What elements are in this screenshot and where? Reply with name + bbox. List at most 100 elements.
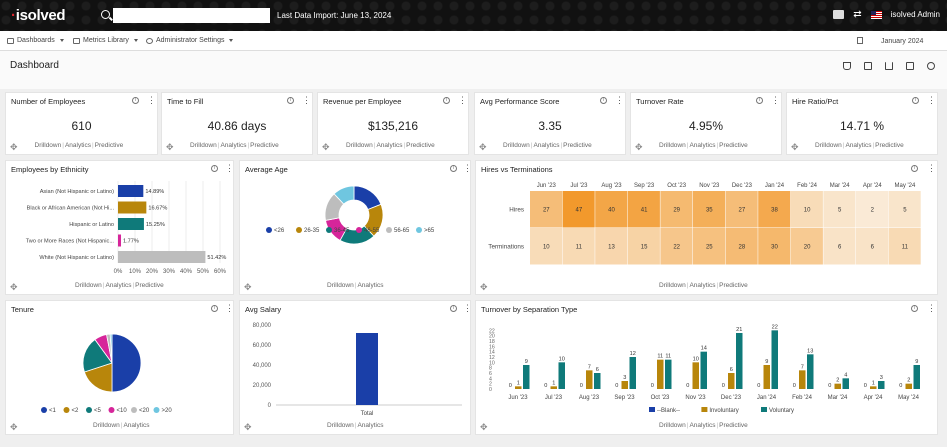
drilldown-link[interactable]: Drilldown — [190, 142, 217, 149]
logo[interactable]: ·isolved — [11, 7, 66, 24]
column-label: Jul '23 — [570, 183, 588, 189]
bar — [629, 357, 636, 389]
analytics-link[interactable]: Analytics — [64, 142, 91, 149]
filter-icon[interactable] — [843, 62, 851, 70]
heatmap-cell — [530, 191, 563, 228]
copy-icon[interactable] — [906, 62, 914, 70]
drilldown-link[interactable]: Drilldown — [815, 142, 842, 149]
analytics-link[interactable]: Analytics — [220, 142, 247, 149]
cell-value: 28 — [739, 245, 746, 251]
y-tick-label: 2 — [489, 382, 492, 388]
share-icon[interactable] — [927, 62, 935, 70]
move-icon[interactable]: ✥ — [10, 142, 18, 152]
drilldown-link[interactable]: Drilldown — [659, 422, 686, 429]
nav-dashboards[interactable]: Dashboards — [7, 37, 64, 44]
info-icon[interactable]: i — [211, 165, 218, 172]
bar-label: 14 — [701, 346, 707, 352]
more-icon[interactable]: ⋮ — [927, 95, 936, 105]
analytics-link[interactable]: Analytics — [376, 142, 403, 149]
more-icon[interactable]: ⋮ — [225, 303, 234, 313]
more-icon[interactable]: ⋮ — [458, 95, 467, 105]
more-icon[interactable]: ⋮ — [463, 163, 472, 173]
analytics-link[interactable]: Analytics — [105, 282, 132, 289]
more-icon[interactable]: ⋮ — [615, 95, 624, 105]
drilldown-link[interactable]: Drilldown — [34, 142, 62, 149]
more-icon[interactable]: ⋮ — [463, 303, 472, 313]
move-icon[interactable]: ✥ — [166, 142, 174, 152]
move-icon[interactable]: ✥ — [244, 282, 252, 292]
us-flag-icon[interactable] — [870, 10, 882, 19]
info-icon[interactable]: i — [443, 97, 450, 104]
move-icon[interactable]: ✥ — [244, 422, 252, 432]
analytics-link[interactable]: Analytics — [689, 422, 716, 429]
info-icon[interactable]: i — [287, 97, 294, 104]
search-icon[interactable] — [101, 10, 110, 19]
nav-metrics-library[interactable]: Metrics Library — [73, 37, 138, 44]
more-icon[interactable]: ⋮ — [927, 303, 936, 313]
download-icon[interactable] — [885, 62, 893, 70]
info-icon[interactable]: i — [211, 305, 218, 312]
drilldown-link[interactable]: Drilldown — [659, 142, 686, 149]
drilldown-link[interactable]: Drilldown — [75, 282, 102, 289]
drilldown-link[interactable]: Drilldown — [93, 422, 120, 429]
period-selector[interactable]: January 2024 — [881, 38, 924, 45]
more-icon[interactable]: ⋮ — [927, 163, 936, 173]
nav-admin-settings[interactable]: Administrator Settings — [146, 37, 234, 44]
analytics-link[interactable]: Analytics — [123, 422, 150, 429]
move-icon[interactable]: ✥ — [322, 142, 330, 152]
info-icon[interactable]: i — [450, 165, 457, 172]
bar — [913, 365, 920, 389]
move-icon[interactable]: ✥ — [10, 282, 18, 292]
bar-label: 14.89% — [145, 189, 164, 195]
move-icon[interactable]: ✥ — [10, 422, 18, 432]
calendar-icon[interactable] — [857, 37, 863, 44]
predictive-link[interactable]: Predictive — [94, 142, 124, 149]
move-icon[interactable]: ✥ — [791, 142, 799, 152]
move-icon[interactable]: ✥ — [635, 142, 643, 152]
legend-label: <20 — [139, 408, 150, 414]
analytics-link[interactable]: Analytics — [689, 282, 716, 289]
info-icon[interactable]: i — [911, 165, 918, 172]
shuffle-icon[interactable]: ⇄ — [853, 9, 862, 20]
predictive-link[interactable]: Predictive — [406, 142, 435, 149]
drilldown-link[interactable]: Drilldown — [503, 142, 530, 149]
more-icon[interactable]: ⋮ — [225, 163, 234, 173]
user-name[interactable]: isolved Admin — [890, 10, 940, 19]
more-icon[interactable]: ⋮ — [302, 95, 311, 105]
drilldown-link[interactable]: Drilldown — [327, 422, 354, 429]
drilldown-link[interactable]: Drilldown — [346, 142, 373, 149]
info-icon[interactable]: i — [912, 97, 919, 104]
predictive-link[interactable]: Predictive — [719, 282, 748, 289]
predictive-link[interactable]: Predictive — [135, 282, 164, 289]
bar — [550, 386, 557, 389]
more-icon[interactable]: ⋮ — [147, 95, 156, 105]
heatmap-cell — [627, 191, 660, 228]
info-icon[interactable]: i — [756, 97, 763, 104]
search-input[interactable] — [113, 8, 270, 23]
analytics-link[interactable]: Analytics — [357, 282, 384, 289]
info-icon[interactable]: i — [600, 97, 607, 104]
mail-icon[interactable] — [864, 62, 872, 70]
drilldown-link[interactable]: Drilldown — [659, 282, 686, 289]
move-icon[interactable]: ✥ — [480, 282, 488, 292]
bar-label: 13 — [807, 348, 813, 354]
move-icon[interactable]: ✥ — [479, 142, 487, 152]
info-icon[interactable]: i — [450, 305, 457, 312]
drilldown-link[interactable]: Drilldown — [327, 282, 354, 289]
predictive-link[interactable]: Predictive — [719, 422, 748, 429]
analytics-link[interactable]: Analytics — [845, 142, 872, 149]
move-icon[interactable]: ✥ — [480, 422, 488, 432]
y-tick-label: 22 — [489, 328, 495, 334]
analytics-link[interactable]: Analytics — [533, 142, 560, 149]
predictive-link[interactable]: Predictive — [719, 142, 748, 149]
predictive-link[interactable]: Predictive — [563, 142, 592, 149]
predictive-link[interactable]: Predictive — [875, 142, 904, 149]
info-icon[interactable]: i — [911, 305, 918, 312]
info-icon[interactable]: i — [132, 97, 139, 104]
analytics-link[interactable]: Analytics — [357, 422, 384, 429]
analytics-link[interactable]: Analytics — [689, 142, 716, 149]
y-tick-label: 14 — [489, 350, 495, 356]
predictive-link[interactable]: Predictive — [250, 142, 279, 149]
video-icon[interactable] — [833, 10, 845, 19]
more-icon[interactable]: ⋮ — [771, 95, 780, 105]
